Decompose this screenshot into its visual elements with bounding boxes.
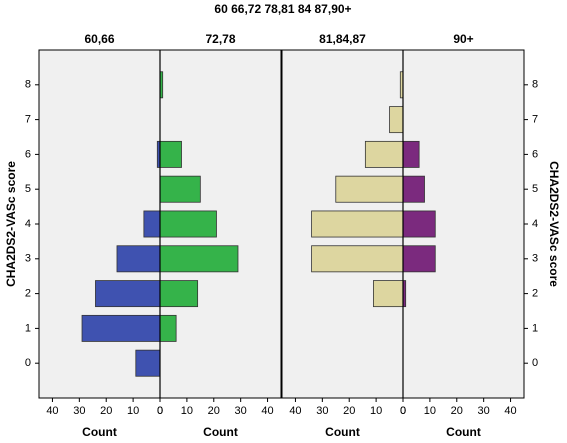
y-tick-label: 6: [25, 148, 31, 160]
panel-title: 60,66: [84, 32, 114, 46]
y-tick-label: 0: [25, 357, 31, 369]
x-tick-label: 0: [400, 405, 406, 417]
y-axis-title: CHA2DS2-VASc score: [4, 161, 18, 287]
bar: [364, 140, 404, 168]
bar: [159, 314, 177, 342]
y-tick-label: 5: [532, 183, 538, 195]
x-tick-label: 0: [157, 405, 163, 417]
bar: [159, 140, 182, 168]
y-tick-label: 1: [532, 322, 538, 334]
bar: [402, 175, 425, 203]
bar: [311, 245, 404, 273]
y-tick-label: 4: [25, 218, 31, 230]
bar: [143, 210, 161, 238]
x-axis-title: Count: [203, 425, 238, 439]
bar: [135, 349, 161, 377]
bar: [159, 245, 239, 273]
y-tick-label: 3: [532, 253, 538, 265]
y-tick-label: 4: [532, 218, 538, 230]
x-tick-label: 0: [400, 405, 406, 417]
x-tick-label: 10: [370, 405, 382, 417]
panel-title: 72,78: [205, 32, 235, 46]
panel-title: 81,84,87: [319, 32, 366, 46]
y-tick-label: 3: [25, 253, 31, 265]
x-tick-label: 40: [504, 405, 516, 417]
bar: [159, 175, 201, 203]
bar: [389, 106, 404, 134]
y-tick-label: 2: [25, 288, 31, 300]
x-axis-title: Count: [325, 425, 360, 439]
bar: [402, 140, 420, 168]
x-axis-title: Count: [446, 425, 481, 439]
x-tick-label: 30: [316, 405, 328, 417]
bar: [116, 245, 161, 273]
x-tick-label: 30: [478, 405, 490, 417]
x-tick-label: 40: [261, 405, 273, 417]
x-tick-label: 20: [100, 405, 112, 417]
y-tick-label: 7: [25, 114, 31, 126]
x-tick-label: 10: [181, 405, 193, 417]
y-tick-label: 8: [25, 79, 31, 91]
x-tick-label: 40: [46, 405, 58, 417]
x-tick-label: 30: [73, 405, 85, 417]
y-axis-title: CHA2DS2-VASc score: [547, 161, 561, 287]
chart-title: 60 66,72 78,81 84 87,90+: [214, 2, 351, 16]
x-tick-label: 20: [343, 405, 355, 417]
bar: [159, 210, 217, 238]
bar: [402, 245, 436, 273]
y-tick-label: 0: [532, 357, 538, 369]
x-tick-label: 0: [157, 405, 163, 417]
bar: [159, 280, 199, 308]
x-tick-label: 20: [208, 405, 220, 417]
y-tick-label: 1: [25, 322, 31, 334]
x-tick-label: 40: [289, 405, 301, 417]
panel-title: 90+: [453, 32, 473, 46]
bar: [311, 210, 404, 238]
y-tick-label: 6: [532, 148, 538, 160]
bar: [81, 314, 161, 342]
x-axis-title: Count: [82, 425, 117, 439]
bar: [95, 280, 161, 308]
y-tick-label: 8: [532, 79, 538, 91]
bar: [335, 175, 404, 203]
x-tick-label: 10: [424, 405, 436, 417]
x-tick-label: 10: [127, 405, 139, 417]
bar: [402, 210, 436, 238]
x-tick-label: 30: [235, 405, 247, 417]
y-tick-label: 5: [25, 183, 31, 195]
bar: [373, 280, 404, 308]
y-tick-label: 7: [532, 114, 538, 126]
x-tick-label: 20: [451, 405, 463, 417]
y-tick-label: 2: [532, 288, 538, 300]
